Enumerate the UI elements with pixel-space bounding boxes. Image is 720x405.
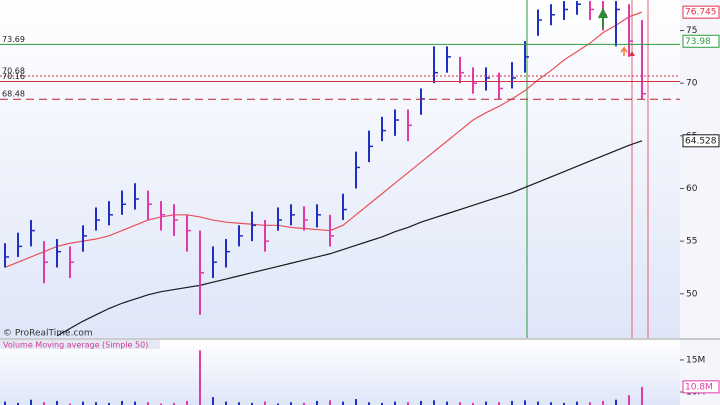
moving-average <box>56 140 643 337</box>
level-label: 70.68 <box>2 67 25 76</box>
last-value-box <box>682 134 720 148</box>
signal-arrow <box>629 51 635 56</box>
last-value-box <box>682 5 720 19</box>
plot <box>4 1 646 337</box>
level-label: 70.16 <box>2 72 25 81</box>
y-tick-label: 15M <box>686 355 705 365</box>
last-value-label: 64.528 <box>685 136 717 146</box>
y-tick-label: 70 <box>686 79 698 89</box>
last-value-label: 76.745 <box>685 8 717 18</box>
last-value-box <box>682 34 720 48</box>
price-panel <box>0 0 680 338</box>
level-label: 68.48 <box>2 90 25 99</box>
level-label: 73.69 <box>2 35 25 44</box>
volume-title: Volume Moving average (Simple 50) <box>3 341 148 350</box>
y-tick-label: 50 <box>686 289 698 299</box>
signal-arrow <box>620 45 628 56</box>
watermark: © ProRealTime.com <box>3 329 93 339</box>
volume-title-bg <box>0 340 160 349</box>
last-value-box <box>682 380 720 394</box>
last-value-label: 10.8M <box>685 382 713 392</box>
volume-panel <box>0 340 680 405</box>
last-value-label: 73.98 <box>685 37 711 47</box>
axis-area <box>680 0 720 405</box>
y-tick-label: 60 <box>686 184 698 194</box>
buy-arrow <box>598 7 608 28</box>
y-tick-label: 75 <box>686 26 697 36</box>
y-tick-label: 55 <box>686 237 697 247</box>
